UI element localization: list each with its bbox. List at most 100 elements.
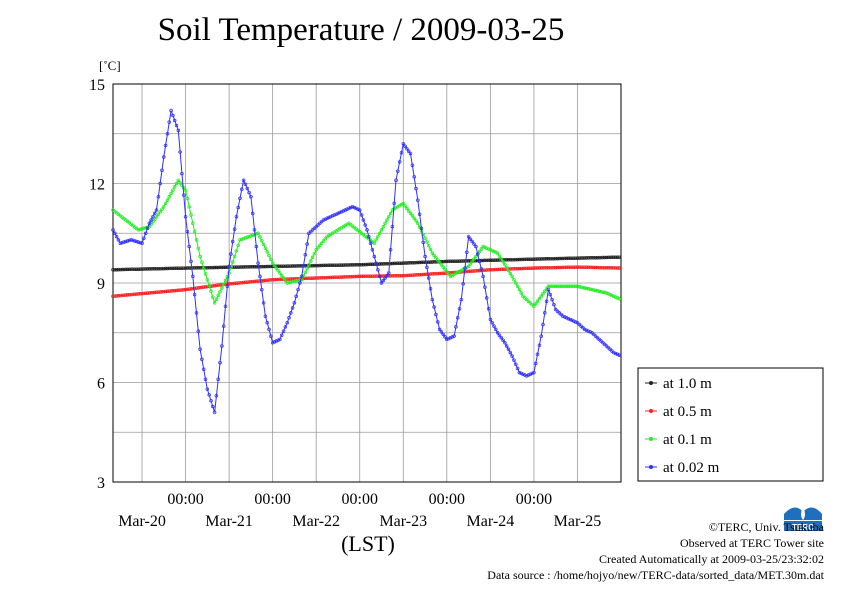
data-point (192, 292, 197, 297)
data-point (539, 266, 543, 270)
data-point (162, 155, 166, 159)
data-point (455, 259, 460, 263)
data-point (152, 290, 157, 295)
data-point (281, 329, 286, 333)
data-point (194, 286, 199, 290)
x-tick-time-label: 00:00 (167, 491, 203, 508)
data-point (504, 344, 509, 348)
data-point (370, 262, 375, 267)
data-point (508, 350, 513, 355)
data-point (448, 259, 453, 264)
data-point (332, 213, 337, 217)
data-point (292, 277, 297, 281)
data-point (250, 233, 255, 237)
data-point (615, 255, 620, 259)
data-point (610, 255, 614, 260)
data-point (586, 256, 591, 260)
data-point (247, 265, 251, 269)
data-point (172, 185, 177, 189)
data-point (528, 266, 533, 270)
data-point (247, 234, 251, 239)
data-point (256, 261, 260, 265)
data-point (559, 265, 563, 270)
data-point (484, 296, 489, 300)
data-point (276, 338, 280, 342)
data-point (216, 283, 220, 287)
data-point (376, 267, 380, 272)
data-point (162, 266, 166, 271)
data-point (114, 267, 119, 272)
data-point (165, 198, 170, 202)
data-point (561, 265, 565, 270)
data-point (450, 273, 455, 278)
data-point (142, 236, 146, 240)
created-text: Created Automatically at 2009-03-25/23:3… (599, 552, 824, 566)
data-point (338, 210, 342, 215)
data-point (165, 132, 170, 136)
series-2 (111, 178, 622, 308)
series-line (112, 179, 622, 307)
data-point (348, 205, 353, 210)
data-point (323, 263, 328, 268)
data-point (414, 260, 418, 265)
data-point (256, 231, 260, 236)
data-point (439, 263, 444, 267)
data-point (191, 221, 195, 226)
data-point (401, 261, 406, 265)
data-point (590, 256, 594, 260)
data-point (452, 334, 456, 338)
x-tick-time-label: 00:00 (342, 491, 378, 508)
data-point (403, 144, 407, 148)
data-point (165, 289, 170, 294)
legend-label: at 1.0 m (663, 376, 712, 392)
data-point (272, 340, 277, 344)
data-point (220, 265, 224, 270)
data-point (243, 236, 248, 240)
data-point (588, 287, 592, 291)
data-point (575, 256, 580, 260)
data-point (131, 238, 135, 243)
data-point (372, 254, 377, 259)
data-point (129, 238, 133, 242)
data-point (218, 289, 222, 294)
data-point (392, 274, 396, 278)
data-point (328, 263, 333, 268)
data-point (586, 265, 591, 270)
data-point (350, 204, 355, 209)
data-point (185, 287, 190, 292)
data-point (198, 266, 202, 270)
data-point (403, 204, 407, 208)
data-point (270, 340, 275, 345)
legend-label: at 0.5 m (663, 404, 712, 420)
data-point (254, 264, 259, 269)
data-point (212, 265, 217, 270)
data-point (338, 263, 342, 267)
data-point (305, 266, 309, 271)
data-point (486, 268, 491, 272)
data-point (376, 234, 380, 239)
data-point (247, 280, 251, 284)
data-point (597, 289, 601, 294)
data-point (334, 275, 338, 280)
data-point (490, 258, 494, 262)
data-point (125, 293, 130, 297)
data-point (445, 259, 449, 264)
data-point (593, 288, 598, 293)
data-point (171, 113, 175, 118)
data-point (439, 271, 444, 276)
data-point (532, 304, 536, 308)
data-point (514, 362, 518, 367)
data-point (446, 336, 451, 341)
data-point (483, 285, 487, 289)
data-point (283, 264, 288, 268)
data-point (566, 316, 571, 321)
data-point (243, 265, 248, 269)
data-point (452, 272, 456, 277)
data-point (503, 258, 507, 262)
data-point (151, 214, 155, 219)
data-point (223, 265, 228, 270)
data-point (590, 287, 594, 292)
data-point (570, 318, 574, 323)
data-point (488, 267, 493, 272)
data-point (461, 282, 465, 286)
